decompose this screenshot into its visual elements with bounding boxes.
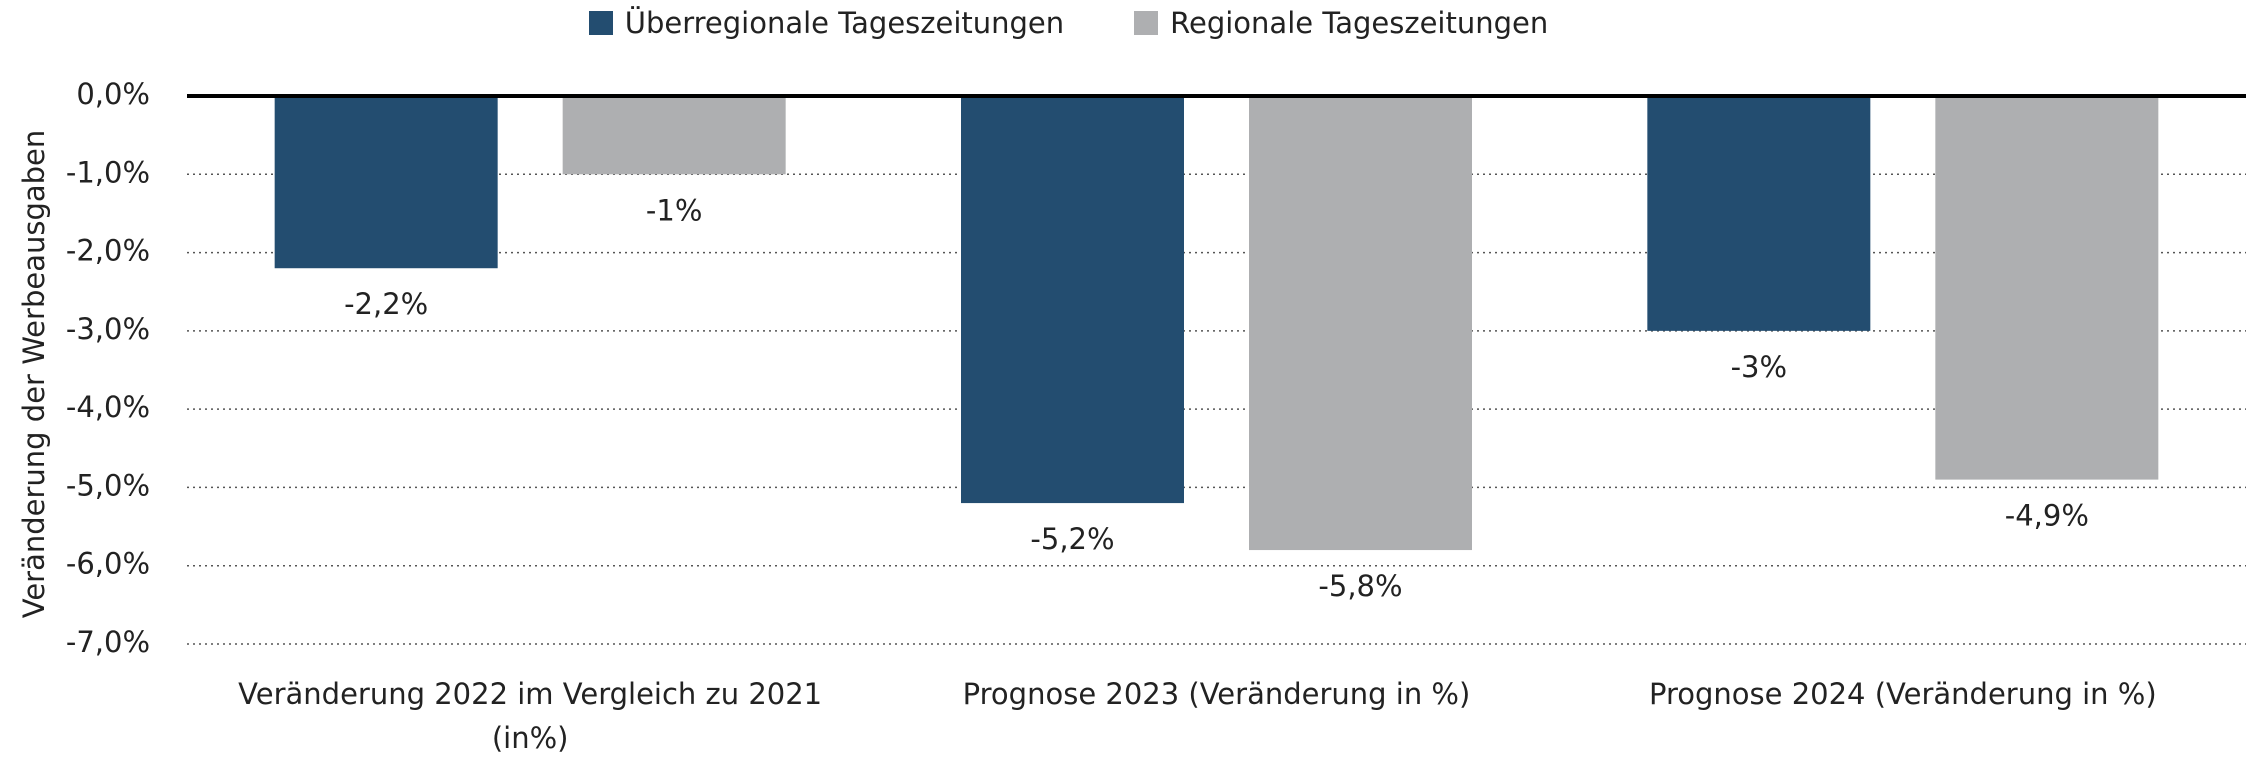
y-tick-label: -1,0% [66, 155, 150, 189]
data-label: -2,2% [344, 287, 428, 321]
bar [1935, 96, 2159, 480]
x-tick-label: Prognose 2023 (Veränderung in %) [962, 677, 1471, 711]
data-label: -4,9% [2005, 499, 2089, 533]
legend-item: Überregionale Tageszeitungen [588, 6, 1065, 40]
x-tick-label: Veränderung 2022 im Vergleich zu 2021 (i… [238, 677, 823, 755]
x-tick-label: Prognose 2024 (Veränderung in %) [1649, 677, 2157, 711]
data-label: -5,8% [1318, 569, 1402, 603]
y-tick-label: -2,0% [66, 234, 150, 268]
legend-swatch [588, 11, 613, 35]
y-tick-label: -6,0% [66, 547, 150, 581]
legend: Überregionale Tageszeitungen Regionale Ta… [0, 6, 2197, 40]
legend-label: Regionale Tageszeitungen [1170, 6, 1549, 40]
bar [961, 96, 1184, 504]
legend-label: Überregionale Tageszeitungen [624, 6, 1065, 40]
y-tick-label: -3,0% [66, 312, 150, 346]
bar [562, 96, 786, 175]
data-label: -5,2% [1030, 522, 1114, 556]
legend-swatch [1134, 11, 1159, 35]
legend-item: Regionale Tageszeitungen [1134, 6, 1548, 40]
y-axis-title: Veränderung der Werbeausgaben [17, 130, 51, 619]
data-label: -3% [1731, 350, 1787, 384]
data-label: -1% [646, 193, 702, 227]
y-tick-label: -5,0% [66, 468, 150, 502]
y-tick-label: 0,0% [76, 77, 150, 111]
bar [1249, 96, 1472, 551]
y-tick-label: -7,0% [66, 625, 150, 659]
y-tick-label: -4,0% [66, 390, 150, 424]
bar [274, 96, 498, 269]
bar [1647, 96, 1871, 331]
